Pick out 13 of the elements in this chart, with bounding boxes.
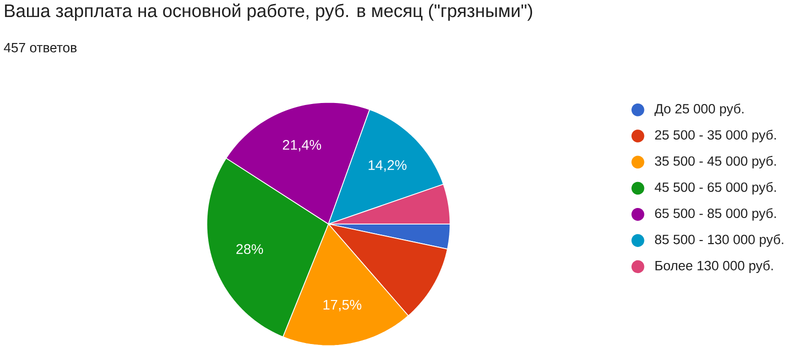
- chart-title: Ваша зарплата на основной работе, руб. в месяц ("грязными"): [5, 4, 532, 21]
- legend-label: Более 130 000 руб.: [656, 260, 773, 273]
- legend-label: 85 500 - 130 000 руб.: [655, 234, 784, 247]
- legend-label: 65 500 - 85 000 руб.: [655, 208, 776, 221]
- data-label: 14,2%: [368, 160, 406, 172]
- data-label: 28%: [236, 244, 264, 254]
- data-label: 17,5%: [324, 300, 362, 312]
- legend-label: 45 500 - 65 000 руб.: [654, 182, 776, 195]
- legend-label: До 25 000 руб.: [654, 104, 744, 116]
- legend-label: 35 500 - 45 000 руб.: [654, 156, 776, 168]
- data-label: 21,4%: [282, 140, 322, 152]
- text: 457 ответов: [4, 43, 77, 52]
- legend-label: 25 500 - 35 000 руб.: [655, 130, 776, 142]
